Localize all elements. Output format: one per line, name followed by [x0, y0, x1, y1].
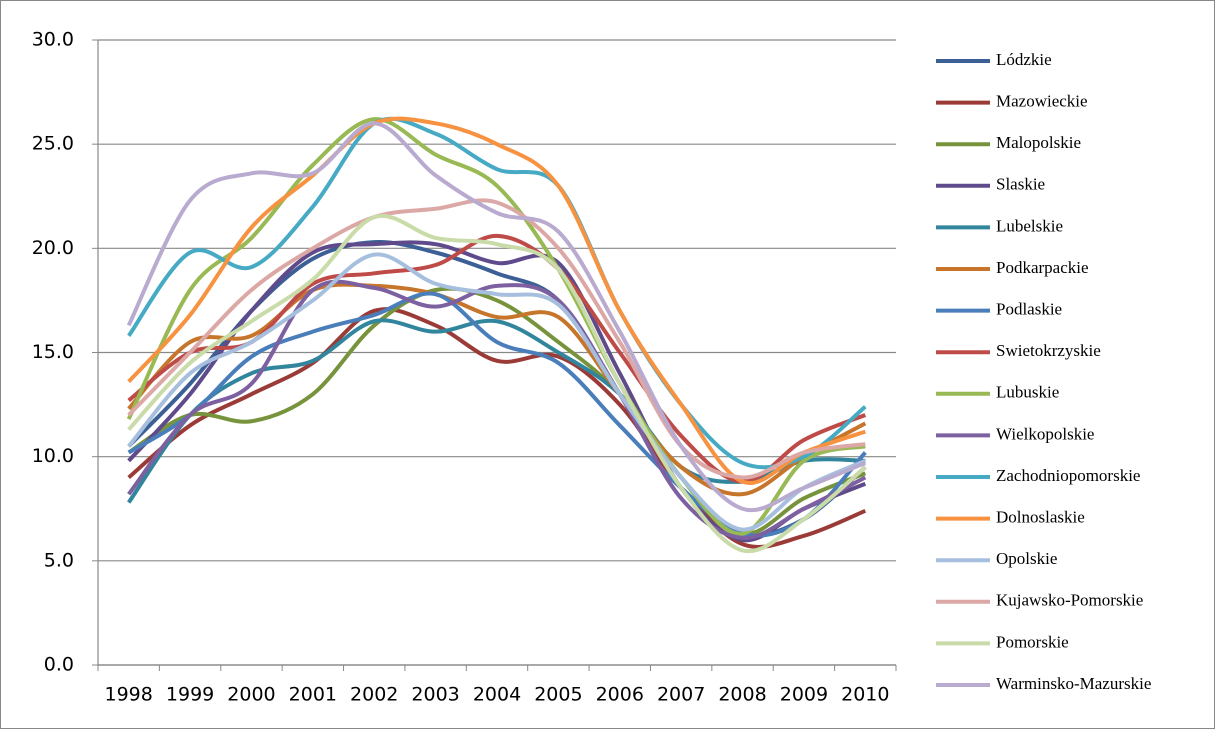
- legend-label: Kujawsko-Pomorskie: [996, 591, 1143, 610]
- series-line: [126, 121, 867, 513]
- legend-label: Malopolskie: [996, 133, 1081, 152]
- series-line: [126, 117, 866, 536]
- series-line: [127, 213, 867, 554]
- y-tick-label: 20.0: [32, 237, 74, 259]
- x-tick-label: 2008: [718, 684, 766, 706]
- series-line: [127, 307, 867, 549]
- x-tick-label: 2009: [780, 684, 828, 706]
- legend-label: Swietokrzyskie: [996, 341, 1101, 360]
- legend-label: Lódzkie: [996, 50, 1052, 69]
- series-line: [127, 279, 867, 540]
- y-tick-label: 0.0: [44, 654, 74, 676]
- legend-label: Pomorskie: [996, 632, 1069, 651]
- legend-label: Opolskie: [996, 549, 1057, 568]
- legend-label: Slaskie: [996, 175, 1045, 194]
- x-tick-label: 2001: [289, 684, 337, 706]
- y-tick-label: 25.0: [32, 133, 74, 155]
- legend-label: Wielkopolskie: [996, 424, 1094, 443]
- x-tick-label: 2004: [473, 684, 521, 706]
- legend-label: Lubuskie: [996, 383, 1059, 402]
- legend-label: Podkarpackie: [996, 258, 1089, 277]
- x-tick-label: 2002: [350, 684, 398, 706]
- y-tick-label: 5.0: [44, 549, 74, 571]
- legend-label: Warminsko-Mazurskie: [996, 674, 1151, 693]
- x-tick-label: 2005: [534, 684, 582, 706]
- x-tick-label: 2010: [841, 684, 889, 706]
- legend-label: Zachodniopomorskie: [996, 466, 1140, 485]
- x-tick-label: 1998: [105, 684, 153, 706]
- series-line: [127, 116, 867, 470]
- legend-label: Dolnoslaskie: [996, 508, 1085, 527]
- x-tick-label: 1999: [166, 684, 214, 706]
- legend-label: Mazowieckie: [996, 92, 1088, 111]
- series-line: [127, 198, 866, 480]
- x-tick-label: 2000: [227, 684, 275, 706]
- legend-label: Podlaskie: [996, 300, 1062, 319]
- legend-label: Lubelskie: [996, 216, 1063, 235]
- y-tick-label: 30.0: [32, 29, 74, 51]
- series-line: [127, 282, 867, 497]
- x-tick-label: 2007: [657, 684, 705, 706]
- y-tick-label: 15.0: [32, 341, 74, 363]
- x-tick-label: 2003: [411, 684, 459, 706]
- series-line: [127, 252, 867, 532]
- x-tick-label: 2006: [596, 684, 644, 706]
- y-tick-label: 10.0: [32, 445, 74, 467]
